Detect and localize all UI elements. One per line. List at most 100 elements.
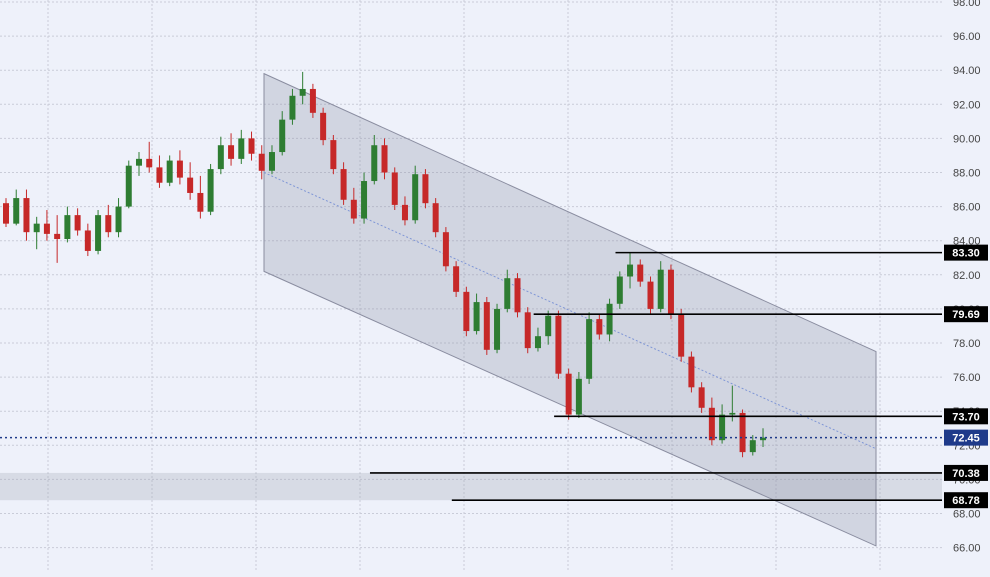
candle-body xyxy=(84,230,91,251)
candle xyxy=(555,310,562,379)
candle-body xyxy=(197,192,204,212)
candle-body xyxy=(289,95,296,120)
candle xyxy=(33,216,40,250)
candle-body xyxy=(258,153,265,171)
candle-body xyxy=(340,169,347,200)
candle xyxy=(135,152,142,176)
candle xyxy=(320,107,327,146)
candle xyxy=(494,303,501,354)
candle xyxy=(596,314,603,340)
support-zone-band xyxy=(0,472,942,501)
candle-body xyxy=(156,167,163,183)
candle-body xyxy=(494,308,501,350)
candle xyxy=(3,198,9,228)
candle xyxy=(289,88,296,125)
y-tick-label: 68.00 xyxy=(953,509,981,521)
candle xyxy=(248,131,255,161)
candle-body xyxy=(187,177,194,193)
candle xyxy=(524,307,531,354)
candle xyxy=(187,162,194,200)
candle-body xyxy=(708,407,715,441)
candle-body xyxy=(586,319,593,379)
candle-body xyxy=(23,198,30,233)
candle-body xyxy=(575,378,582,415)
candle-body xyxy=(432,203,439,233)
candle-body xyxy=(95,215,102,251)
candle xyxy=(268,145,275,175)
candle-body xyxy=(350,199,357,219)
candle xyxy=(637,259,644,287)
candle-body xyxy=(320,112,327,141)
level-label-box xyxy=(944,492,988,509)
candle-body xyxy=(678,314,685,357)
candle xyxy=(13,189,20,226)
candle-body xyxy=(412,174,419,221)
candle xyxy=(156,155,163,188)
candle xyxy=(43,210,50,241)
candle-body xyxy=(504,278,511,309)
candle xyxy=(504,269,511,313)
candle-body xyxy=(534,336,541,349)
y-axis: 66.0068.0070.0072.0074.0076.0078.0080.00… xyxy=(944,0,988,555)
candle-body xyxy=(667,269,674,315)
candle xyxy=(95,210,102,255)
candle-body xyxy=(524,312,531,349)
candle-body xyxy=(125,165,132,207)
candle xyxy=(422,169,429,209)
candle xyxy=(391,167,398,211)
candles xyxy=(3,71,767,458)
candle xyxy=(166,155,173,187)
candle xyxy=(217,136,224,175)
candle xyxy=(176,150,183,185)
candle xyxy=(309,83,316,118)
candle-body xyxy=(54,233,61,239)
candle-body xyxy=(135,158,142,166)
candle xyxy=(84,223,91,257)
level-label-box xyxy=(944,408,988,425)
price-levels xyxy=(369,251,942,502)
candle-body xyxy=(13,198,20,224)
candle xyxy=(74,208,81,236)
candle xyxy=(238,129,245,164)
candle xyxy=(473,293,480,335)
candle xyxy=(606,298,613,342)
y-tick-label: 82.00 xyxy=(953,270,981,282)
candle-body xyxy=(176,160,183,178)
candle-body xyxy=(105,215,112,233)
candle-body xyxy=(279,119,286,153)
candle-body xyxy=(3,203,9,224)
candle-body xyxy=(33,223,40,233)
candle xyxy=(749,435,756,456)
candle-body xyxy=(698,387,705,408)
candle-body xyxy=(616,276,623,304)
candle xyxy=(453,261,460,297)
y-tick-label: 66.00 xyxy=(953,543,981,555)
candle-body xyxy=(361,181,368,219)
candle xyxy=(412,165,419,224)
candle xyxy=(361,172,368,224)
candle-body xyxy=(299,88,306,96)
candle xyxy=(545,310,552,345)
candle xyxy=(627,252,634,289)
candle-body xyxy=(238,138,245,159)
last-price-label: 72.45 xyxy=(952,433,980,445)
level-label: 79.69 xyxy=(952,309,980,321)
level-label: 68.78 xyxy=(952,495,980,507)
y-tick-label: 92.00 xyxy=(953,99,981,111)
candle xyxy=(760,428,767,448)
y-tick-label: 78.00 xyxy=(953,338,981,350)
level-label-box xyxy=(944,306,988,323)
candle xyxy=(719,404,726,444)
candle xyxy=(350,187,357,224)
candle-body xyxy=(483,302,490,350)
candle-body xyxy=(545,315,552,337)
candle-body xyxy=(228,145,235,159)
y-tick-label: 88.00 xyxy=(953,168,981,180)
grid-lines xyxy=(0,0,942,572)
candle xyxy=(54,215,61,263)
candle-body xyxy=(463,291,470,332)
level-label: 83.30 xyxy=(952,248,980,260)
candle xyxy=(146,141,153,173)
